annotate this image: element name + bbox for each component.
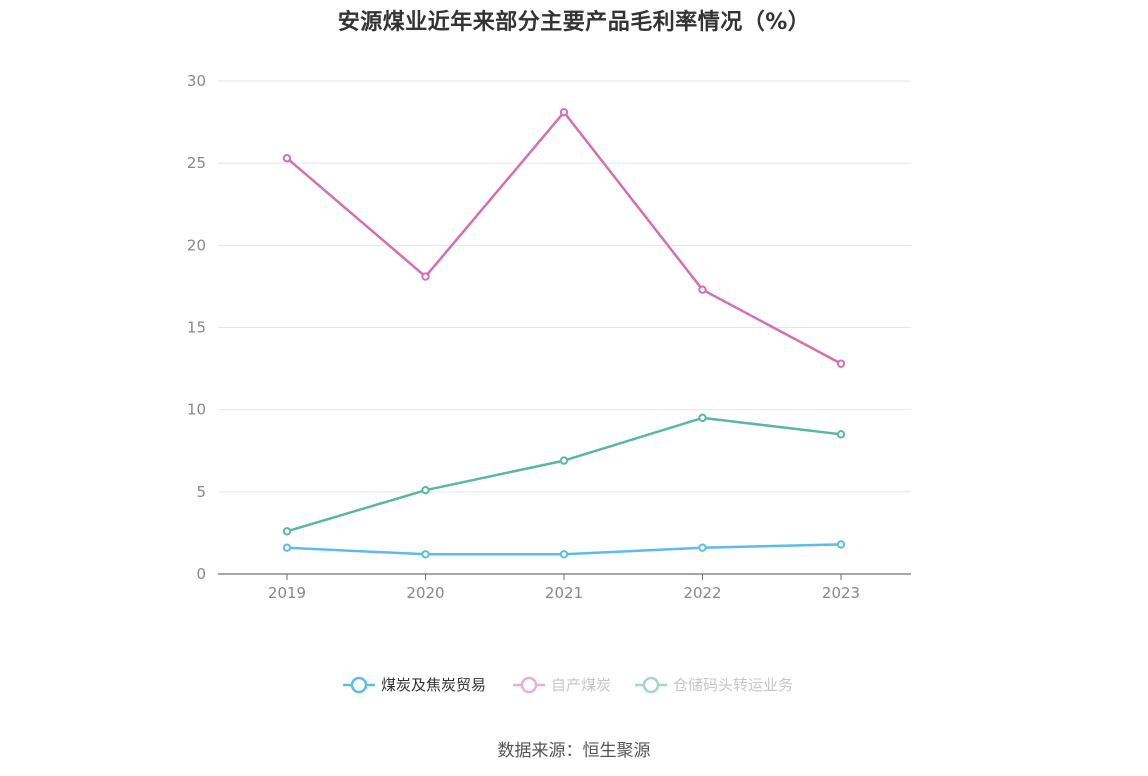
data-point (698, 285, 707, 294)
legend-item: 仓储码头转运业务 (635, 676, 793, 694)
y-tick-label: 5 (196, 483, 206, 501)
y-tick-label: 30 (187, 72, 206, 90)
axes: 0 5 10 15 20 25 30 2019 2020 2021 2022 2023 (187, 72, 911, 602)
data-point (559, 456, 569, 465)
x-tick-label: 2021 (545, 584, 583, 602)
data-point (559, 108, 569, 117)
x-tick-label: 2019 (268, 584, 306, 602)
grid-lines (218, 80, 911, 493)
data-point (698, 413, 707, 423)
data-point (421, 485, 430, 495)
data-point (836, 430, 846, 439)
data-point (836, 540, 846, 549)
legend-label: 仓储码头转运业务 (673, 676, 793, 694)
series-line (286, 416, 842, 533)
y-tick-label: 15 (187, 319, 206, 337)
legend-marker (520, 676, 538, 694)
y-tick-label: 25 (187, 154, 206, 172)
y-tick-label: 0 (196, 565, 206, 583)
data-point (282, 527, 292, 536)
data-point (282, 543, 292, 552)
series-line (286, 110, 842, 365)
y-tick-label: 10 (187, 401, 206, 419)
source-note: 数据来源：恒生聚源 (497, 741, 651, 761)
data-point (559, 550, 569, 559)
legend-label: 自产煤炭 (551, 676, 611, 694)
legend-marker (642, 676, 660, 694)
chart-title: 安源煤业近年来部分主要产品毛利率情况（%） (337, 10, 811, 35)
data-point (421, 272, 430, 281)
data-point (698, 543, 707, 552)
series-lines (282, 108, 846, 559)
legend-item: 自产煤炭 (513, 676, 611, 694)
legend-label: 煤炭及焦炭贸易 (381, 676, 486, 694)
x-tick-label: 2022 (683, 584, 721, 602)
data-point (421, 550, 430, 559)
data-point (282, 154, 292, 163)
x-tick-label: 2020 (406, 584, 444, 602)
y-tick-label: 20 (187, 236, 206, 254)
x-tick-label: 2023 (822, 584, 860, 602)
legend-marker (350, 676, 368, 694)
data-point (836, 359, 846, 368)
legend-item: 煤炭及焦炭贸易 (343, 676, 486, 694)
legend: 煤炭及焦炭贸易 自产煤炭 仓储码头转运业务 (343, 676, 793, 694)
